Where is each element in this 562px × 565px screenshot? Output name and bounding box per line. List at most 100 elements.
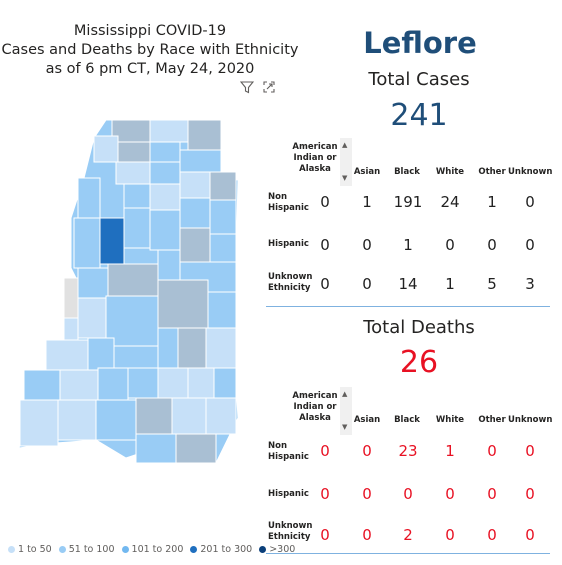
legend-dot-icon (58, 546, 66, 553)
county[interactable] (59, 369, 99, 401)
value-cell: 191 (393, 193, 423, 211)
county[interactable] (187, 119, 222, 151)
selected-county-leflore[interactable] (99, 217, 125, 265)
county[interactable] (93, 135, 119, 163)
county[interactable] (107, 263, 159, 297)
value-cell: 0 (525, 526, 535, 544)
county[interactable] (213, 367, 237, 399)
col-header-unknown: Unknown (508, 415, 553, 425)
scroll-up-icon[interactable]: ▲ (342, 390, 348, 398)
county[interactable] (97, 367, 129, 401)
value-cell: 1 (403, 236, 413, 254)
value-cell: 0 (320, 442, 330, 460)
county[interactable] (77, 177, 101, 219)
county[interactable] (179, 227, 211, 263)
county[interactable] (63, 317, 79, 341)
county[interactable] (115, 161, 151, 185)
county[interactable] (73, 217, 101, 269)
county[interactable] (207, 291, 237, 329)
county[interactable] (149, 183, 181, 211)
col-header-white: White (435, 167, 465, 177)
focus-mode-icon[interactable] (262, 80, 276, 94)
county[interactable] (149, 209, 181, 251)
county[interactable] (57, 399, 97, 441)
row-label: Unknown Ethnicity (268, 272, 313, 293)
county[interactable] (95, 399, 137, 441)
col-header-asian: Asian (353, 167, 381, 177)
legend-item: >300 (259, 544, 295, 555)
county[interactable] (205, 327, 237, 369)
row-label: Unknown Ethnicity (268, 521, 313, 542)
county[interactable] (157, 249, 181, 281)
value-cell: 0 (525, 236, 535, 254)
county[interactable] (63, 277, 79, 319)
county[interactable] (123, 207, 151, 249)
county[interactable] (23, 369, 61, 401)
col-header-asian: Asian (353, 415, 381, 425)
county[interactable] (127, 367, 159, 399)
value-cell: 5 (487, 275, 497, 293)
legend-dot-icon (121, 546, 129, 553)
county[interactable] (149, 141, 181, 163)
map-legend: 1 to 50 51 to 100 101 to 200 201 to 300 … (8, 544, 295, 555)
county[interactable] (205, 397, 237, 435)
county[interactable] (77, 267, 109, 299)
value-cell: 0 (445, 526, 455, 544)
row-label: Non Hispanic (268, 441, 309, 462)
county[interactable] (117, 141, 151, 163)
county[interactable] (157, 327, 179, 369)
county-map[interactable] (16, 118, 248, 463)
value-cell: 3 (525, 275, 535, 293)
value-cell: 0 (320, 275, 330, 293)
county[interactable] (179, 197, 211, 229)
scroll-down-icon[interactable]: ▼ (342, 423, 348, 431)
county[interactable] (87, 337, 115, 371)
col-header-white: White (435, 415, 465, 425)
county[interactable] (113, 345, 159, 369)
county[interactable] (135, 397, 173, 435)
col-header-unknown: Unknown (508, 167, 553, 177)
value-cell: 0 (320, 485, 330, 503)
scroll-down-icon[interactable]: ▼ (342, 174, 348, 182)
county[interactable] (19, 399, 59, 447)
filter-icon[interactable] (240, 80, 254, 94)
county[interactable] (177, 327, 207, 369)
county[interactable] (157, 279, 209, 329)
value-cell: 0 (445, 485, 455, 503)
value-cell: 0 (525, 442, 535, 460)
total-cases-title: Total Cases (368, 69, 470, 90)
value-cell: 1 (487, 193, 497, 211)
table-divider (266, 306, 550, 307)
chart-title: Mississippi COVID-19 Cases and Deaths by… (0, 22, 300, 79)
legend-dot-icon (8, 546, 15, 553)
county[interactable] (209, 171, 237, 201)
county[interactable] (175, 433, 217, 463)
county[interactable] (171, 397, 207, 435)
scroll-up-icon[interactable]: ▲ (342, 141, 348, 149)
county[interactable] (209, 199, 237, 235)
value-cell: 0 (320, 236, 330, 254)
value-cell: 0 (487, 485, 497, 503)
value-cell: 0 (487, 526, 497, 544)
county[interactable] (187, 367, 215, 399)
county[interactable] (135, 433, 177, 463)
county[interactable] (179, 171, 211, 199)
county[interactable] (149, 119, 189, 143)
county[interactable] (77, 297, 107, 339)
value-cell: 0 (403, 485, 413, 503)
county[interactable] (179, 149, 222, 173)
value-cell: 0 (525, 485, 535, 503)
title-line-3: as of 6 pm CT, May 24, 2020 (45, 61, 255, 77)
value-cell: 0 (445, 236, 455, 254)
county[interactable] (157, 367, 189, 399)
total-deaths-value: 26 (399, 345, 439, 380)
value-cell: 0 (525, 193, 535, 211)
county[interactable] (123, 183, 151, 209)
county[interactable] (45, 339, 89, 371)
value-cell: 0 (362, 526, 372, 544)
header-scrollbar[interactable]: ▲ ▼ (340, 387, 352, 435)
value-cell: 0 (320, 526, 330, 544)
header-scrollbar[interactable]: ▲ ▼ (340, 138, 352, 186)
value-cell: 24 (440, 193, 460, 211)
county[interactable] (149, 161, 181, 185)
